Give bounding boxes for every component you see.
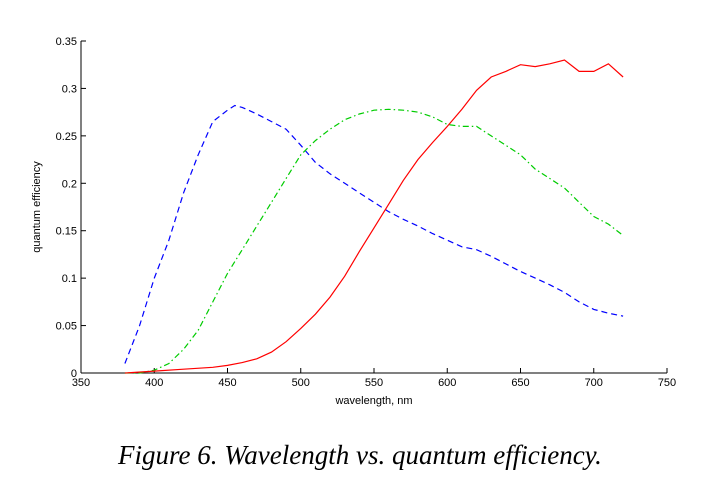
series-lines (124, 59, 624, 374)
x-tick-label: 350 (72, 377, 90, 389)
y-tick-label: 0.2 (62, 178, 77, 190)
x-tick-label: 600 (438, 377, 456, 389)
y-tick-label: 0.35 (56, 36, 77, 48)
x-tick-label: 700 (585, 377, 603, 389)
y-axis-label: quantum efficiency (31, 161, 43, 253)
axes: 350 400 450 500 550 600 650 700 750 0 0.05 0.1 0.15 0… (56, 36, 677, 389)
series-line-solid (124, 59, 624, 374)
series-line-dashdot (124, 108, 624, 374)
y-tick-label: 0.3 (62, 83, 77, 95)
x-tick-label: 550 (365, 377, 383, 389)
y-tick-label: 0.1 (62, 273, 77, 285)
x-tick-label: 450 (218, 377, 236, 389)
y-tick-label: 0.15 (56, 226, 77, 238)
x-tick-label: 400 (145, 377, 163, 389)
figure-caption: Figure 6. Wavelength vs. quantum efficie… (118, 440, 602, 470)
x-tick-label: 750 (658, 377, 676, 389)
series-line-dashed (124, 104, 624, 364)
quantum-efficiency-chart: 350 400 450 500 550 600 650 700 750 0 0.05 0.1 0.15 0… (31, 36, 677, 407)
x-tick-label: 500 (292, 377, 310, 389)
x-axis-label: wavelength, nm (334, 395, 412, 407)
y-tick-label: 0.05 (56, 321, 77, 333)
y-tick-label: 0 (71, 368, 77, 380)
x-tick-label: 650 (511, 377, 529, 389)
y-tick-label: 0.25 (56, 131, 77, 143)
